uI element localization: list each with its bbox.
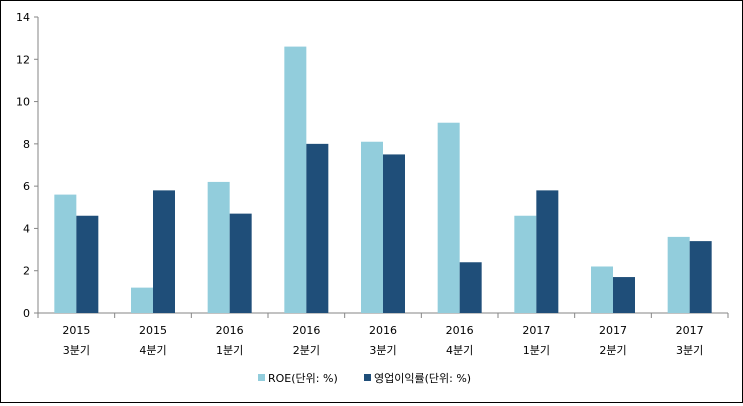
legend-swatch [364,374,371,381]
x-tick-label-quarter: 3분기 [369,344,396,357]
bar-series-2 [153,190,175,313]
bar-series-1 [361,141,383,313]
x-tick-label-year: 2016 [216,324,244,337]
y-tick-label: 12 [16,53,30,66]
bar-series-2 [689,241,712,313]
y-tick-label: 4 [23,222,30,235]
x-tick-label-year: 2016 [292,324,320,337]
bar-series-2 [306,143,329,313]
bar-series-2 [536,190,559,313]
y-tick-label: 0 [23,307,30,320]
legend-swatch [258,374,265,381]
y-tick-label: 8 [23,138,30,151]
x-tick-label-year: 2016 [369,324,397,337]
bar-series-1 [54,194,77,313]
bar-series-1 [437,122,460,313]
legend-label: 영업이익률(단위: %) [374,372,471,385]
bar-series-1 [667,236,690,313]
x-tick-label-quarter: 1분기 [216,344,243,357]
x-tick-label-quarter: 3분기 [676,344,703,357]
legend-label: ROE(단위: %) [268,372,338,385]
bar-series-1 [131,287,153,313]
bar-series-1 [591,266,613,313]
bar-series-2 [613,277,635,313]
x-tick-label-year: 2015 [62,324,90,337]
x-tick-label-year: 2017 [522,324,550,337]
x-tick-label-quarter: 1분기 [523,344,550,357]
bar-series-2 [459,262,482,313]
x-tick-label-year: 2015 [139,324,167,337]
x-tick-label-quarter: 2분기 [599,344,626,357]
x-tick-label-year: 2016 [446,324,474,337]
bar-series-2 [76,215,99,313]
y-tick-label: 6 [23,180,30,193]
bar-series-2 [383,154,405,313]
x-tick-label-quarter: 4분기 [139,344,166,357]
bar-series-1 [207,181,230,313]
bar-series-1 [284,46,307,313]
bar-series-1 [514,215,537,313]
x-tick-label-quarter: 4분기 [446,344,473,357]
x-tick-label-quarter: 2분기 [293,344,320,357]
bars [54,46,712,313]
y-tick-label: 2 [23,265,30,278]
y-tick-label: 10 [16,96,30,109]
y-tick-label: 14 [16,11,30,24]
bar-series-2 [229,213,252,313]
legend: ROE(단위: %) 영업이익률(단위: %) [258,372,471,385]
x-tick-label-quarter: 3분기 [63,344,90,357]
x-tick-label-year: 2017 [676,324,704,337]
y-axis: 0 2 4 6 8 10 12 14 [16,11,39,320]
x-tick-label-year: 2017 [599,324,627,337]
x-axis: 2015 3분기 2015 4분기 2016 1분기 2016 2분기 2016 3분기 2016 4… [37,312,729,357]
